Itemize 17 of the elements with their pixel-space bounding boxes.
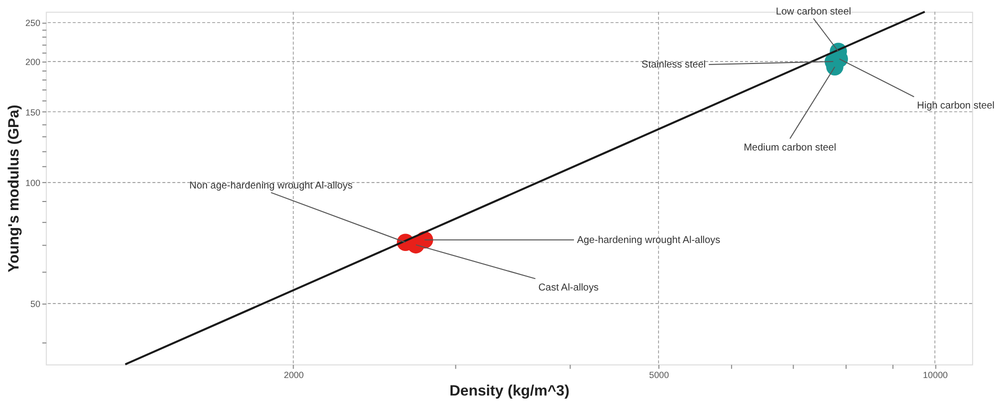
- annotation: Cast Al-alloys: [538, 282, 599, 294]
- x-axis-title: Density (kg/m^3): [449, 382, 570, 400]
- y-axis-title: Young's modulus (GPa): [5, 104, 22, 272]
- y-tick-label: 150: [25, 107, 40, 118]
- annotation: Medium carbon steel: [744, 142, 836, 154]
- annotation: Age-hardening wrought Al-alloys: [576, 234, 720, 246]
- y-tick-label: 100: [25, 178, 40, 188]
- annotation: High carbon steel: [917, 100, 995, 112]
- x-tick-label: 5000: [649, 370, 670, 380]
- x-tick-label: 10000: [922, 370, 948, 380]
- y-tick-label: 200: [25, 57, 40, 68]
- annotation: Non age-hardening wrought Al-alloys: [189, 180, 353, 192]
- y-tick-label: 50: [30, 299, 40, 310]
- x-tick-label: 2000: [284, 370, 304, 380]
- annotation: Stainless steel: [642, 60, 706, 71]
- y-tick-label: 250: [25, 18, 40, 28]
- annotation: Low carbon steel: [776, 6, 852, 18]
